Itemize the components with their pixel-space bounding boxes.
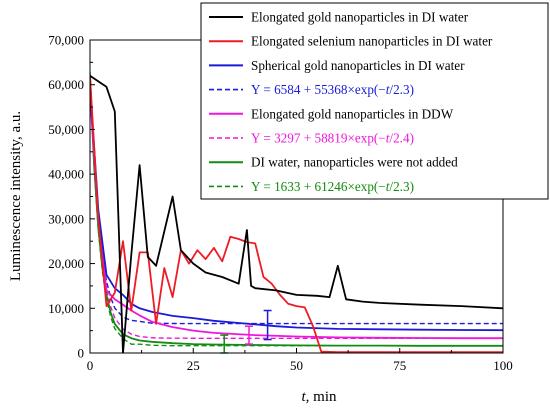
- error-bar-2: [245, 325, 254, 345]
- legend-label-1: Elongated gold nanoparticles in DI water: [251, 10, 469, 25]
- legend-label-5: Elongated gold nanoparticles in DDW: [251, 106, 454, 121]
- y-tick-label: 40,000: [48, 167, 84, 182]
- y-tick-label: 60,000: [48, 77, 84, 92]
- x-tick-label: 50: [290, 358, 303, 373]
- x-tick-label: 0: [87, 358, 94, 373]
- axes: 0 25 50 75 100 0 10,000 20,000 30,000 40,000 50,00…: [48, 33, 513, 374]
- y-tick-label: 0: [78, 346, 85, 361]
- legend-label-part: /2.3): [389, 82, 414, 97]
- series-line-2: [90, 75, 503, 353]
- x-axis-title-symbol: t: [301, 389, 306, 405]
- legend-label-4: Y = 6584 + 55368×exp(−t/2.3): [251, 82, 414, 97]
- legend-label-part: t: [386, 82, 390, 97]
- legend-label-part: Y = 6584 + 55368×exp(−: [251, 82, 386, 97]
- x-axis-title-unit: , min: [306, 389, 337, 405]
- legend-label-part: Y = 3297 + 58819×exp(−: [251, 131, 386, 146]
- y-axis-title: Luminescence intensity, a.u.: [8, 111, 24, 281]
- legend-label-6: Y = 3297 + 58819×exp(−t/2.4): [251, 131, 414, 146]
- legend-label-7: DI water, nanoparticles were not added: [251, 155, 458, 170]
- y-tick-label: 20,000: [48, 256, 84, 271]
- legend-box: [200, 2, 549, 200]
- legend-label-3: Spherical gold nanoparticles in DI water: [251, 58, 465, 73]
- legend-label-part: /2.3): [389, 179, 414, 194]
- x-tick-label: 25: [187, 358, 200, 373]
- legend-label-8: Y = 1633 + 61246×exp(−t/2.3): [251, 179, 414, 194]
- x-axis-title: t, min: [301, 389, 337, 405]
- legend-label-part: t: [386, 131, 390, 146]
- y-tick-label: 50,000: [48, 122, 84, 137]
- x-tick-label: 100: [493, 358, 513, 373]
- y-tick-label: 70,000: [48, 33, 84, 48]
- series-line-5: [90, 93, 503, 340]
- legend-label-part: Y = 1633 + 61246×exp(−: [251, 179, 386, 194]
- legend-label-2: Elongated selenium nanoparticles in DI w…: [251, 34, 493, 49]
- error-bar-1: [263, 309, 272, 341]
- y-tick-label: 30,000: [48, 211, 84, 226]
- series-line-1: [90, 75, 503, 353]
- legend: Elongated gold nanoparticles in DI water…: [200, 2, 549, 200]
- legend-label-part: t: [386, 179, 390, 194]
- x-tick-label: 75: [393, 358, 406, 373]
- plot-marks: [90, 71, 503, 354]
- y-tick-label: 10,000: [48, 301, 84, 316]
- legend-label-part: /2.4): [389, 131, 414, 146]
